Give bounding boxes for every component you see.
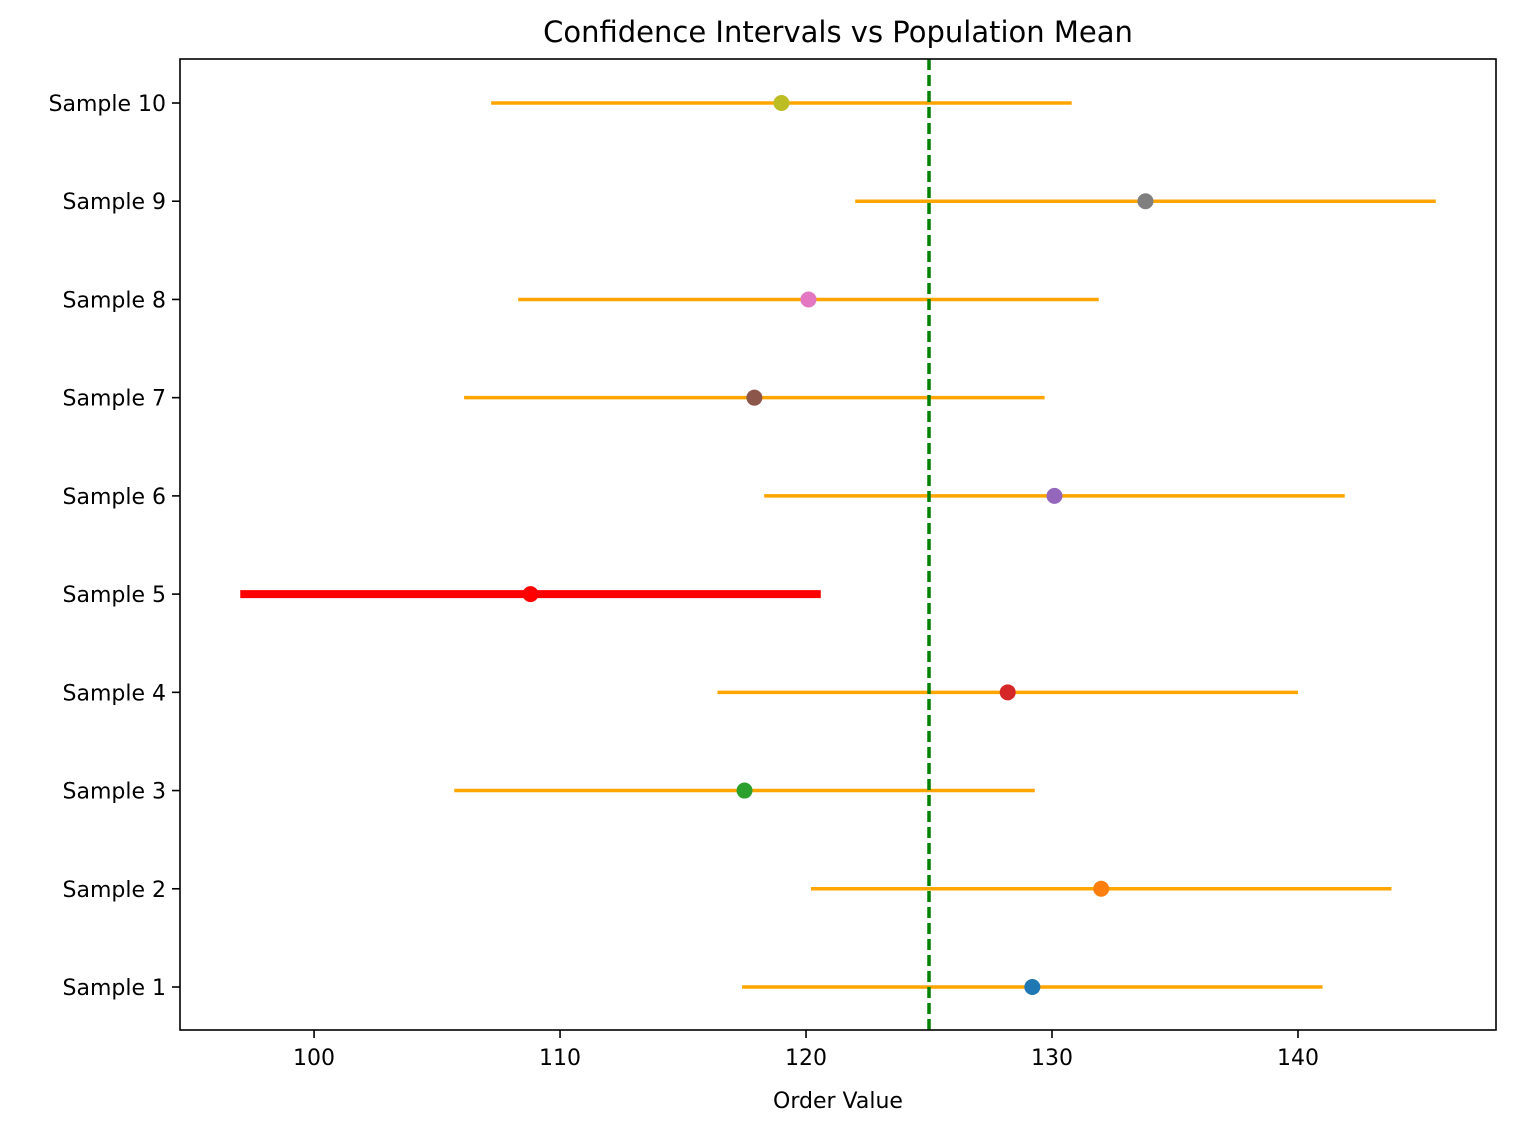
sample-mean-point	[746, 389, 763, 406]
sample-mean-point	[736, 782, 753, 799]
x-tick-label: 140	[1277, 1046, 1319, 1071]
y-tick-label: Sample 3	[63, 780, 166, 805]
sample-mean-point	[1024, 979, 1041, 995]
y-tick-label: Sample 8	[63, 288, 166, 313]
x-tick-label: 110	[539, 1046, 581, 1071]
sample-mean-point	[522, 586, 539, 603]
x-axis-label: Order Value	[773, 1089, 903, 1114]
x-tick-label: 130	[1031, 1046, 1073, 1071]
y-tick-label: Sample 7	[63, 387, 166, 412]
plot-frame	[179, 58, 1497, 1031]
sample-mean-point	[999, 684, 1016, 701]
y-tick-label: Sample 9	[63, 190, 166, 215]
x-tick-label: 120	[785, 1046, 827, 1071]
y-tick-label: Sample 4	[63, 681, 166, 706]
sample-mean-point	[1046, 487, 1063, 504]
sample-mean-point	[1137, 193, 1154, 210]
y-tick-label: Sample 2	[63, 878, 166, 903]
sample-mean-point	[800, 291, 817, 308]
y-tick-label: Sample 5	[63, 583, 166, 608]
sample-mean-point	[1093, 880, 1110, 897]
y-tick-label: Sample 10	[49, 92, 166, 117]
y-tick-label: Sample 6	[63, 485, 166, 510]
y-tick-label: Sample 1	[63, 976, 166, 1001]
chart-title: Confidence Intervals vs Population Mean	[543, 15, 1133, 49]
x-tick-label: 100	[293, 1046, 335, 1071]
sample-mean-point	[773, 95, 790, 111]
